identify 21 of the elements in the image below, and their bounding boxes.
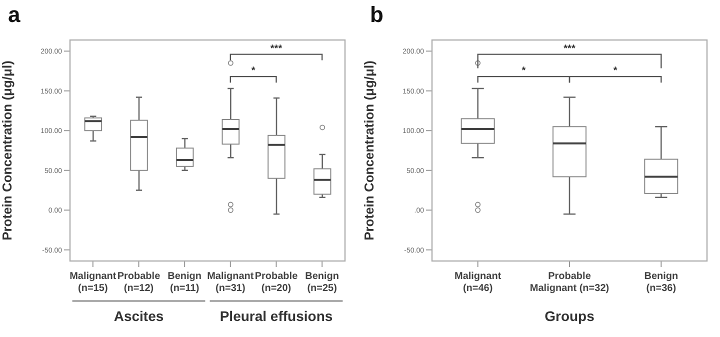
- annotation: *: [522, 66, 526, 77]
- x-tick-label: Benign (n=11): [168, 271, 202, 294]
- annotation: *: [613, 66, 618, 77]
- annotation: ***: [564, 43, 576, 54]
- x-tick-label: Malignant (n=15): [70, 271, 117, 294]
- chart-title: a: [8, 2, 20, 28]
- x-tick-label: Benign (n=36): [644, 271, 678, 294]
- text: Pleural effusions: [220, 308, 333, 324]
- annotation: ***: [270, 43, 282, 54]
- y-axis-title: Protein Concentration (μg/μl): [362, 60, 377, 240]
- x-tick-label: Malignant (n=46): [454, 271, 502, 294]
- x-axis-title: Groups: [544, 308, 595, 324]
- text: Ascites: [114, 308, 164, 324]
- chart-title: b: [370, 2, 384, 28]
- x-tick-label: Probable (n=12): [117, 271, 161, 294]
- annotation: *: [251, 66, 256, 77]
- x-tick-label: Malignant (n=31): [207, 271, 254, 294]
- y-axis-title: Protein Concentration (μg/μl): [0, 60, 15, 240]
- x-tick-label: Probable (n=20): [254, 271, 298, 294]
- x-tick-label: Probable Malignant (n=32): [530, 271, 610, 294]
- x-tick-label: Benign (n=25): [305, 271, 340, 294]
